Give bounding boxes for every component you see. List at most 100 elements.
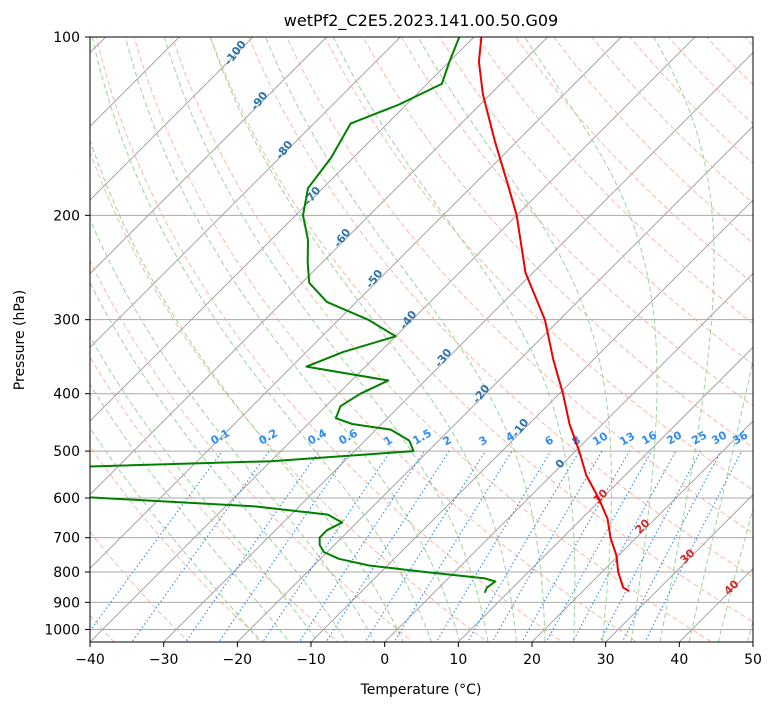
dry-adiabat-label: -90: [248, 89, 271, 113]
dry-adiabat: [553, 37, 753, 244]
temperature-profile: [477, 37, 630, 593]
mixing-ratio-line: [621, 450, 722, 642]
mixing-ratio-label: 1.5: [411, 426, 434, 447]
x-tick-label: 0: [380, 652, 389, 668]
moist-adiabat: [688, 358, 753, 642]
moist-adiabat-label: 30: [678, 546, 698, 566]
moist-adiabat: [90, 383, 290, 642]
moist-adiabat: [90, 335, 319, 642]
dry-adiabat-label: -60: [331, 226, 354, 250]
x-tick-label: 20: [523, 652, 541, 668]
dry-adiabat: [90, 356, 339, 642]
x-tick-label: 50: [744, 652, 762, 668]
moist-adiabat-label: 40: [722, 577, 742, 597]
mixing-ratio-label: 13: [617, 430, 637, 449]
moist-adiabat: [524, 37, 658, 642]
moist-adiabat: [163, 37, 489, 642]
dry-adiabat: [90, 445, 265, 642]
mixing-ratio-line: [185, 450, 320, 642]
mixing-ratio-label: 3: [477, 433, 490, 448]
y-tick-label: 800: [53, 565, 80, 581]
mixing-ratio-line: [90, 450, 223, 632]
y-tick-label: 100: [53, 30, 80, 46]
dry-adiabat: [324, 37, 753, 491]
dry-adiabat: [286, 37, 753, 534]
dry-adiabat: [209, 37, 753, 623]
dry-adiabat: [133, 37, 638, 642]
dry-adiabat: [362, 37, 753, 449]
plot-frame: [89, 36, 754, 643]
mixing-ratio-label: 30: [709, 428, 729, 447]
isotherm-30: [605, 494, 753, 642]
dry-adiabat-label: -30: [432, 346, 455, 370]
mixing-ratio-label: 16: [639, 428, 659, 447]
isotherm--10: [310, 199, 753, 642]
y-tick-label: 400: [53, 387, 80, 403]
isotherm--100: [90, 37, 254, 201]
isotherm--70: [90, 37, 475, 422]
moist-adiabat: [417, 37, 612, 642]
moist-adiabat: [90, 217, 376, 642]
mixing-ratio-line: [131, 450, 270, 642]
mixing-ratio-line: [545, 450, 653, 642]
dry-adiabat: [744, 37, 753, 47]
isotherm--80: [90, 37, 401, 348]
y-tick-label: 700: [53, 531, 80, 547]
x-axis-label: Temperature (°C): [360, 682, 482, 698]
x-tick-label: 40: [670, 652, 688, 668]
mixing-ratio-label: 20: [664, 428, 684, 447]
isotherm--60: [90, 37, 549, 496]
y-tick-label: 500: [53, 444, 80, 460]
x-tick-label: 10: [449, 652, 467, 668]
moist-adiabat: [91, 37, 432, 642]
mixing-ratio-line: [325, 450, 450, 642]
dry-adiabat-label: 0: [553, 457, 568, 471]
mixing-ratio-line: [262, 450, 392, 642]
y-axis-ticks: 100 200 300 400 500 600 700 800 900 1000: [44, 30, 90, 638]
moist-adiabat: [653, 37, 715, 642]
moist-adiabat: [717, 506, 753, 642]
moist-adiabat: [746, 619, 753, 642]
mixing-ratio-label: 0.2: [257, 426, 280, 447]
isotherm--50: [90, 37, 622, 569]
moist-adiabat-label: 20: [633, 516, 653, 536]
dry-adiabat: [476, 37, 753, 325]
sounding-profiles: [90, 37, 630, 594]
dry-adiabat: [705, 37, 753, 86]
x-tick-label: 30: [597, 652, 615, 668]
y-tick-label: 300: [53, 313, 80, 329]
dry-adiabat: [248, 37, 753, 578]
dry-adiabat: [438, 37, 753, 366]
isotherm-10: [457, 346, 753, 642]
moist-adiabat: [209, 37, 518, 642]
y-axis-label: Pressure (hPa): [12, 290, 28, 390]
dry-adiabat-label: -80: [273, 138, 296, 162]
mixing-ratio-label: 10: [590, 429, 610, 448]
dry-adiabat: [591, 37, 753, 204]
dry-adiabat: [90, 150, 489, 642]
mixing-ratio-label: 0.4: [306, 426, 330, 447]
dry-adiabat: [400, 37, 753, 407]
y-tick-label: 200: [53, 208, 80, 224]
moist-adiabats: [90, 37, 753, 642]
reference-line-labels: 0.1 0.2 0.4 0.6 1 1.5 2 3 4 6 8 10 13 16 20 25 30 36-100-…: [209, 38, 751, 598]
isotherm--110: [90, 37, 180, 127]
dry-adiabat-label: -40: [397, 308, 420, 332]
mixing-ratio-line: [435, 450, 552, 642]
isotherm--20: [236, 125, 753, 642]
mixing-ratio-label: 2: [441, 433, 454, 448]
dry-adiabat: [515, 37, 753, 284]
mixing-ratio-label: 6: [543, 433, 556, 448]
dry-adiabat: [770, 24, 775, 654]
dry-adiabat: [667, 37, 753, 125]
mixing-ratio-line: [491, 450, 603, 642]
x-tick-label: −10: [296, 652, 326, 668]
dry-adiabat-label: -20: [470, 382, 493, 406]
moist-adiabat: [124, 37, 461, 642]
y-tick-label: 1000: [44, 622, 80, 638]
dry-adiabat: [95, 37, 564, 642]
moist-adiabat: [265, 37, 546, 642]
dry-adiabat-label: -50: [363, 267, 386, 291]
y-tick-label: 900: [53, 595, 80, 611]
